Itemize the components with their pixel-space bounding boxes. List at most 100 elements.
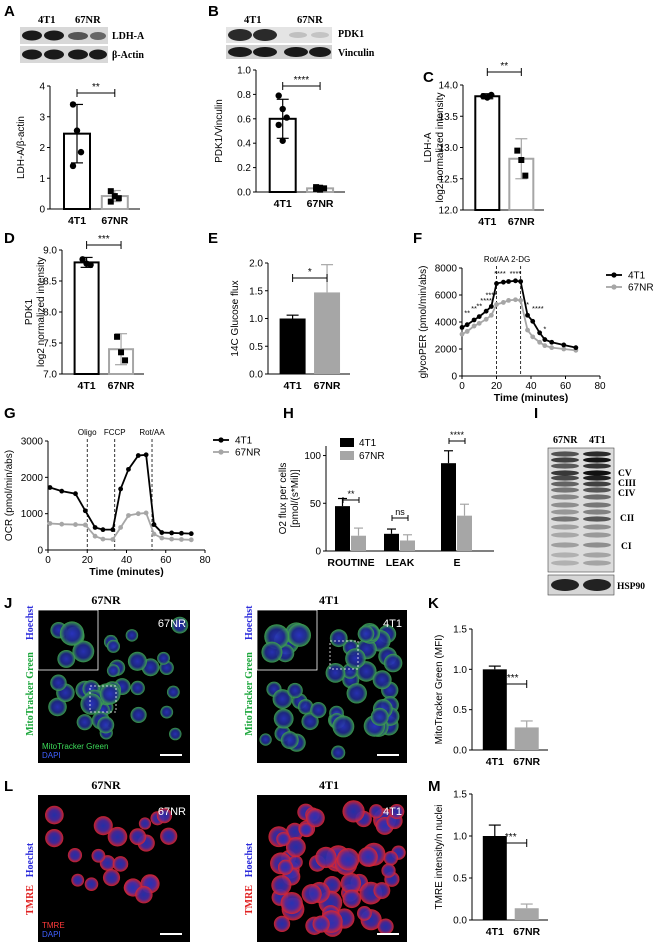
cell: [342, 889, 362, 909]
data-point: [69, 162, 77, 170]
data-point: [82, 508, 88, 514]
panel-letter-k: K: [428, 595, 439, 612]
data-point: [275, 92, 282, 99]
y-tick-label: 13.5: [439, 112, 459, 123]
blot-band: [583, 579, 611, 591]
cell: [135, 885, 153, 904]
data-point: [79, 256, 86, 263]
cell: [76, 714, 93, 731]
image-l2-title: 4T1: [319, 778, 339, 792]
data-point: [135, 511, 141, 517]
blot-band: [583, 552, 611, 558]
scale-bar: [377, 933, 399, 935]
data-point: [115, 195, 122, 202]
data-point: [47, 485, 53, 490]
y-tick-label: 4: [39, 82, 45, 93]
data-point: [77, 148, 85, 156]
side-label-hoechst: Hoechst: [244, 605, 255, 640]
cell: [381, 863, 396, 878]
legend-dapi: DAPI: [42, 930, 61, 939]
data-point: [100, 536, 106, 542]
cell: [93, 816, 113, 836]
cell: [50, 674, 67, 692]
data-point: [501, 279, 506, 285]
y-tick-label: 2000: [435, 345, 458, 356]
chart-b: 0.0 0.2 0.4 0.6 0.8 1.0 PDK1/Vinculin 4T1 67NR **…: [214, 66, 345, 210]
legend-dapi: DAPI: [42, 751, 61, 760]
blot-band: [583, 487, 611, 493]
chart-d: 7.0 7.5 8.0 8.5 9.0 PDK1 log2 normalized inten…: [24, 234, 144, 392]
data-point: [530, 318, 536, 324]
cells-j1: [48, 616, 189, 741]
y-tick-label: 2: [39, 143, 45, 154]
cell: [332, 715, 355, 738]
legend-label: 4T1: [235, 436, 253, 447]
x-tick-label: E: [453, 557, 460, 569]
blot-band: [551, 494, 579, 500]
cell: [259, 733, 272, 746]
blot-band: [253, 29, 277, 41]
scale-bar: [160, 754, 182, 756]
y-tick-label: 0.5: [453, 705, 467, 716]
cell: [97, 716, 115, 734]
blot-i-band-cii: CII: [620, 514, 635, 524]
data-point: [471, 323, 477, 329]
x-tick-label: 4T1: [478, 216, 496, 228]
cell: [372, 670, 392, 690]
data-point: [549, 339, 555, 345]
cell: [280, 731, 299, 750]
cell: [329, 629, 348, 648]
cell: [48, 697, 67, 717]
panel-letter-h: H: [283, 405, 294, 422]
y-tick-label: 8.0: [43, 308, 57, 319]
cell: [71, 873, 85, 887]
cell: [301, 712, 319, 731]
sig-label: ****: [480, 296, 492, 305]
blot-b: 4T1 67NR PDK1 Vinculin: [226, 15, 375, 59]
cell: [287, 623, 312, 647]
data-point: [476, 314, 482, 319]
y-tick-label: 3: [39, 112, 45, 123]
sig-label: ***: [505, 832, 517, 843]
data-point: [135, 453, 141, 458]
bar-4t1: [279, 318, 306, 374]
cell: [160, 705, 174, 719]
blot-band: [551, 542, 579, 548]
blot-band: [551, 475, 579, 481]
blot-band: [583, 542, 611, 548]
legend-marker: [611, 284, 617, 290]
data-point: [143, 510, 149, 516]
data-point: [169, 530, 175, 536]
blot-band: [583, 457, 611, 463]
y-tick-label: 0.2: [237, 163, 251, 174]
sig-label: ****: [532, 304, 544, 313]
blot-band: [583, 494, 611, 500]
panel-letter-d: D: [4, 230, 15, 247]
bar-4t1: [73, 261, 100, 375]
y-axis-label: 14C Glucose flux: [230, 280, 241, 356]
blot-i-band-hsp90: HSP90: [617, 582, 645, 592]
y-tick-label: 0: [39, 205, 45, 216]
panel-letter-e: E: [208, 230, 218, 247]
x-tick-label: 4T1: [486, 926, 504, 938]
data-point: [275, 121, 282, 129]
blot-band: [311, 32, 329, 38]
series-line-4t1: [49, 453, 192, 535]
cells-l1: [44, 805, 178, 904]
cell: [370, 707, 389, 726]
blot-i-lanes: [551, 451, 611, 566]
x-tick-label: 4T1: [284, 380, 302, 392]
cell: [345, 648, 366, 669]
blot-band: [68, 32, 88, 40]
side-label-hoechst: Hoechst: [244, 842, 255, 877]
x-tick-label: 80: [594, 381, 606, 392]
scale-bar: [377, 754, 399, 756]
data-point: [92, 525, 98, 530]
sig-label: **: [471, 304, 477, 313]
blot-band: [583, 481, 611, 487]
blot-band: [551, 470, 579, 476]
y-axis-label: [pmol/(s*Mil)]: [290, 469, 301, 528]
blot-band: [551, 457, 579, 463]
cell: [157, 651, 170, 665]
x-tick-label: 20: [82, 555, 94, 566]
